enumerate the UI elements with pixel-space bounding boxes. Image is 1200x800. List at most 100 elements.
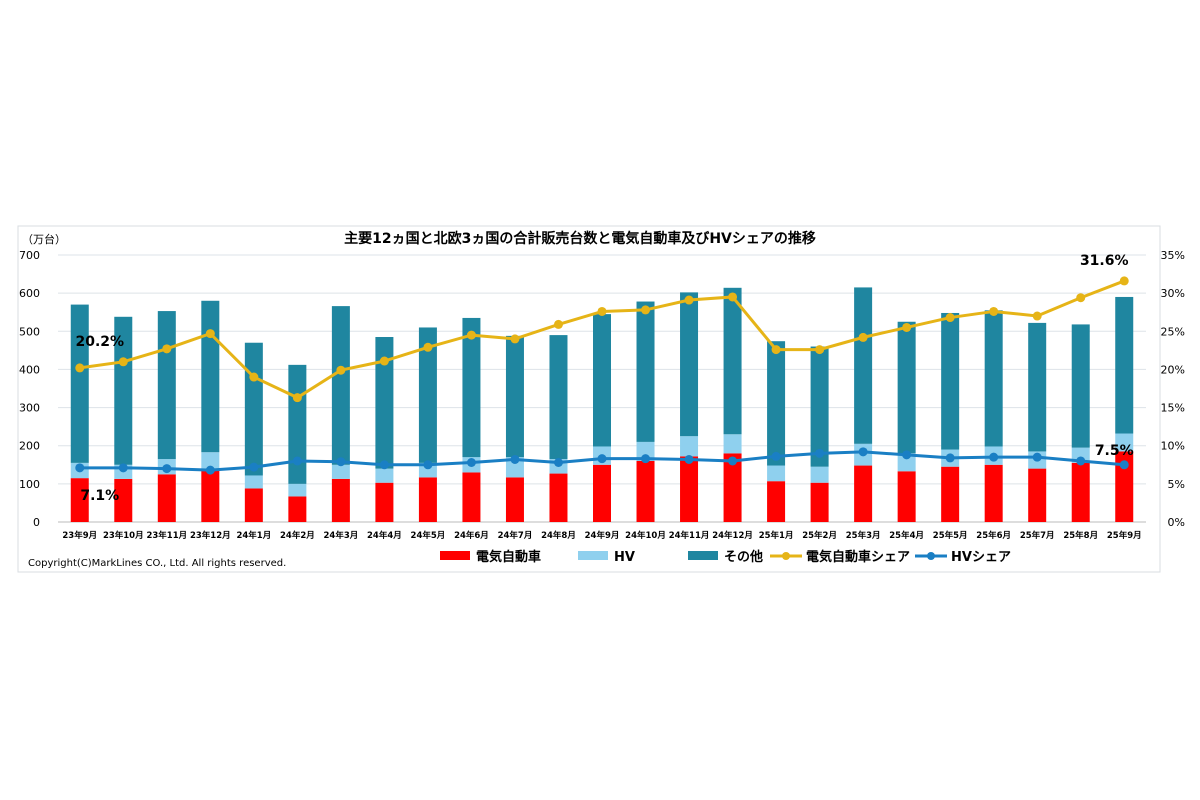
ev-share-point <box>902 322 912 332</box>
bar-hv <box>897 453 916 472</box>
x-tick-label: 24年3月 <box>324 530 359 541</box>
bar-hv <box>244 475 263 489</box>
hv-share-point <box>989 452 999 462</box>
legend-swatch <box>440 551 470 560</box>
x-tick-label: 24年2月 <box>280 530 315 541</box>
ev-share-point <box>1076 293 1086 303</box>
bar-ev <box>897 471 916 522</box>
bar-ev <box>1071 462 1090 522</box>
y-tick-label: 100 <box>19 478 40 491</box>
bar-ev <box>593 464 611 522</box>
data-label: 20.2% <box>75 334 124 350</box>
hv-share-point <box>641 454 651 464</box>
y-tick-label: 500 <box>19 325 40 338</box>
hv-share-point <box>205 465 215 475</box>
y-tick-label: 700 <box>19 249 40 262</box>
bar-hv <box>810 466 829 483</box>
hv-share-point <box>118 463 128 473</box>
bar-other <box>1028 322 1047 452</box>
ev-share-point <box>336 365 346 375</box>
ev-share-point <box>1032 311 1042 321</box>
bar-ev <box>810 482 829 522</box>
bar-ev <box>70 478 89 522</box>
x-tick-label: 25年5月 <box>933 530 968 541</box>
bar-other <box>680 292 699 437</box>
bar-other <box>375 337 394 469</box>
ev-share-point <box>249 372 259 382</box>
bar-other <box>1071 324 1090 448</box>
bar-other <box>418 327 437 463</box>
bar-ev <box>288 496 307 522</box>
data-label: 7.1% <box>80 488 119 504</box>
legend-label: 電気自動車 <box>476 549 541 565</box>
bar-hv <box>767 465 786 482</box>
bar-other <box>157 311 176 460</box>
hv-share-point <box>466 457 476 467</box>
ev-share-point <box>379 356 389 366</box>
y2-tick-label: 25% <box>1161 325 1185 338</box>
x-tick-label: 25年9月 <box>1107 530 1142 541</box>
bar-ev <box>549 473 568 522</box>
y2-tick-label: 5% <box>1168 478 1185 491</box>
ev-share-point <box>641 305 651 315</box>
bar-other <box>70 304 89 463</box>
bar-other <box>854 287 873 444</box>
hv-share-point <box>75 463 85 473</box>
bar-hv <box>723 434 742 454</box>
ev-share-point <box>423 342 433 352</box>
x-tick-label: 25年1月 <box>759 530 794 541</box>
hv-share-point <box>553 457 563 467</box>
x-tick-label: 24年9月 <box>585 530 620 541</box>
data-label: 31.6% <box>1080 253 1129 269</box>
legend-marker <box>927 552 935 560</box>
x-tick-label: 24年7月 <box>498 530 533 541</box>
x-tick-label: 24年5月 <box>411 530 446 541</box>
bar-ev <box>1115 451 1134 522</box>
x-tick-label: 24年10月 <box>625 530 666 541</box>
bar-ev <box>201 468 220 522</box>
legend-marker <box>782 552 790 560</box>
hv-share-point <box>1119 460 1129 470</box>
legend-swatch <box>578 551 608 560</box>
y-axis-label: （万台） <box>22 232 66 246</box>
hv-share-point <box>945 453 955 463</box>
x-tick-label: 25年4月 <box>889 530 924 541</box>
bar-ev <box>680 456 699 522</box>
y-tick-label: 200 <box>19 440 40 453</box>
bar-hv <box>375 468 394 483</box>
y2-tick-label: 35% <box>1161 249 1185 262</box>
bar-other <box>593 314 611 447</box>
bar-ev <box>331 478 350 522</box>
ev-share-point <box>815 345 825 355</box>
bar-hv <box>418 462 437 478</box>
ev-share-point <box>858 332 868 342</box>
bar-other <box>114 316 133 465</box>
bar-ev <box>375 482 394 522</box>
y2-tick-label: 0% <box>1168 516 1185 529</box>
hv-share-point <box>815 448 825 458</box>
legend-label: HVシェア <box>951 550 1011 565</box>
x-tick-label: 23年10月 <box>103 530 144 541</box>
data-label: 7.5% <box>1095 443 1134 459</box>
bar-ev <box>114 478 133 522</box>
x-tick-label: 25年7月 <box>1020 530 1055 541</box>
hv-share-point <box>771 451 781 461</box>
y-tick-label: 300 <box>19 402 40 415</box>
ev-share-point <box>553 319 563 329</box>
ev-share-point <box>118 357 128 367</box>
ev-share-point <box>292 393 302 403</box>
bar-other <box>549 335 568 460</box>
hv-share-point <box>1076 456 1086 466</box>
bar-other <box>505 335 524 458</box>
bar-ev <box>157 474 176 522</box>
x-tick-label: 25年3月 <box>846 530 881 541</box>
bar-other <box>810 346 829 467</box>
legend-label: その他 <box>724 549 763 565</box>
hv-share-point <box>1032 452 1042 462</box>
y-tick-label: 400 <box>19 363 40 376</box>
x-tick-label: 24年8月 <box>541 530 576 541</box>
bar-ev <box>941 466 960 522</box>
ev-share-point <box>75 363 85 373</box>
hv-share-point <box>684 454 694 464</box>
ev-share-point <box>466 330 476 340</box>
